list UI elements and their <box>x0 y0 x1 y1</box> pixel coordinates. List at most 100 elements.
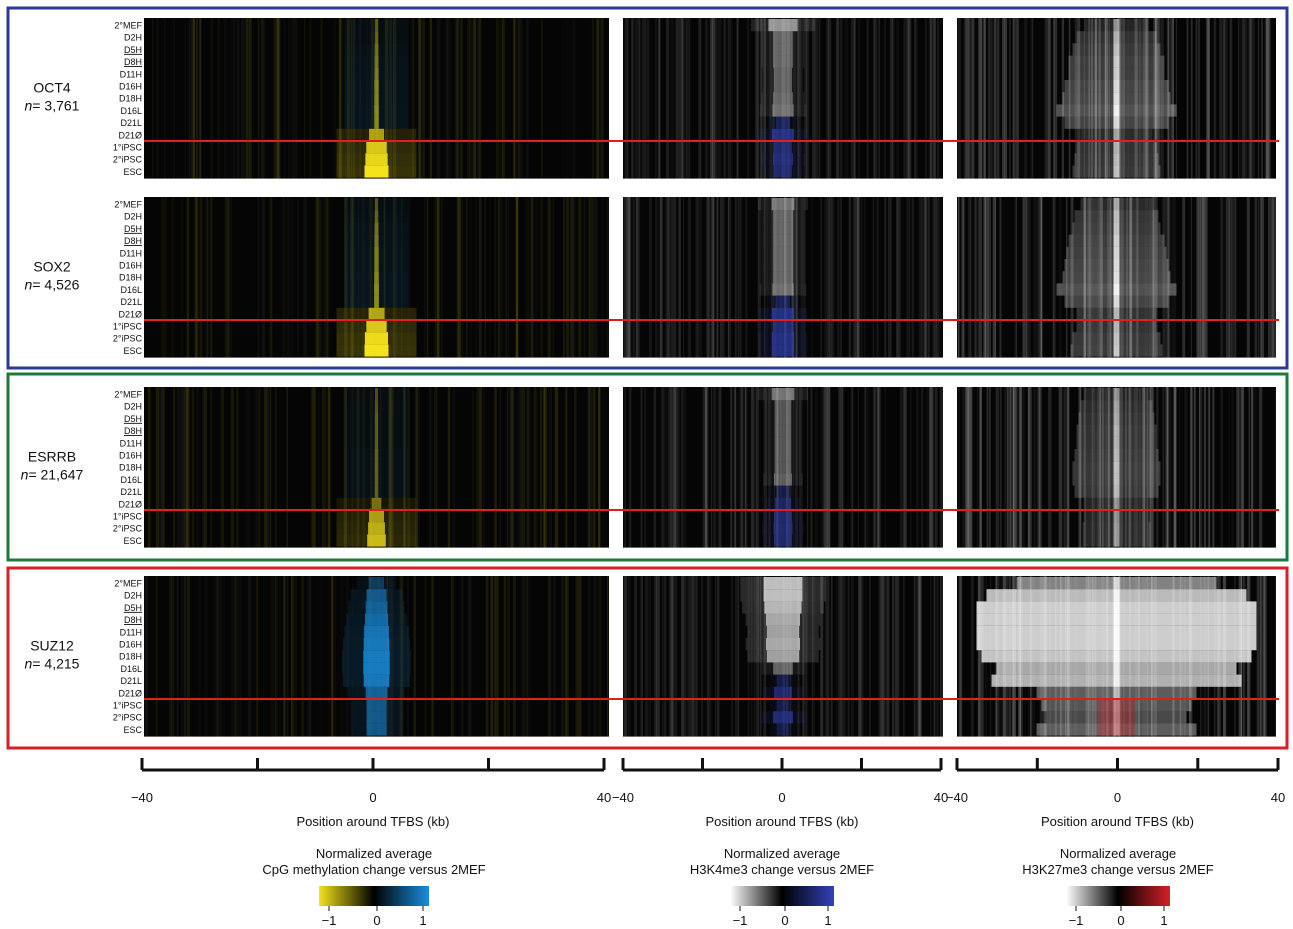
texture-streak <box>1184 387 1186 548</box>
texture-streak <box>362 387 366 548</box>
texture-streak <box>634 18 637 179</box>
texture-streak <box>1059 197 1062 358</box>
texture-streak <box>822 387 825 548</box>
texture-streak <box>1108 18 1110 179</box>
row-peak-D16L <box>374 473 379 486</box>
row-peak-D16H <box>374 259 379 272</box>
texture-streak <box>479 197 482 358</box>
texture-streak <box>256 387 259 548</box>
texture-streak <box>273 18 275 179</box>
texture-streak <box>855 197 859 358</box>
texture-streak <box>159 387 162 548</box>
row-label: D18H <box>119 652 142 662</box>
texture-streak <box>1173 387 1177 548</box>
texture-streak <box>530 197 533 358</box>
row-label: D11H <box>120 248 142 258</box>
texture-streak <box>448 18 451 179</box>
texture-streak <box>509 387 512 548</box>
texture-streak <box>596 18 599 179</box>
texture-streak <box>427 197 429 358</box>
texture-streak <box>184 576 187 737</box>
group-n-value: = 4,215 <box>32 655 79 671</box>
texture-streak <box>1200 197 1204 358</box>
texture-streak <box>1228 197 1233 358</box>
texture-streak <box>896 18 899 179</box>
texture-streak <box>780 197 782 358</box>
texture-streak <box>1171 18 1174 179</box>
texture-streak <box>934 576 936 737</box>
texture-streak <box>1128 387 1131 548</box>
row-peak-D16H <box>773 259 793 272</box>
texture-streak <box>699 18 700 179</box>
texture-streak <box>705 387 708 548</box>
texture-streak <box>712 197 715 358</box>
texture-streak <box>219 576 221 737</box>
texture-streak <box>403 387 406 548</box>
heatmap-panel-oct4-k4 <box>623 18 943 179</box>
texture-streak <box>852 197 856 358</box>
texture-streak <box>893 576 897 737</box>
texture-streak <box>1203 387 1206 548</box>
texture-streak <box>665 197 669 358</box>
texture-streak <box>424 576 427 737</box>
heatmap-panel-esrrb-k27 <box>957 387 1277 548</box>
texture-streak <box>516 387 519 548</box>
texture-streak <box>791 197 794 358</box>
axis-label: Position around TFBS (kb) <box>1041 814 1194 829</box>
texture-streak <box>592 197 594 358</box>
texture-streak <box>1241 18 1244 179</box>
texture-streak <box>1067 387 1069 548</box>
texture-streak <box>986 197 990 358</box>
row-peak-D21L <box>777 674 789 687</box>
texture-streak <box>914 18 918 179</box>
row-peak-D21L <box>1113 674 1120 687</box>
row-peak-D11H <box>1113 625 1120 638</box>
row-peak-1°iPSC <box>366 699 387 712</box>
tick-label: 40 <box>597 790 611 805</box>
texture-streak <box>1168 197 1170 358</box>
colorbar-bar <box>730 886 834 906</box>
texture-streak <box>1022 197 1025 358</box>
texture-streak <box>271 576 274 737</box>
texture-streak <box>812 18 816 179</box>
texture-streak <box>220 387 225 548</box>
row-peak-D16L <box>772 104 794 117</box>
texture-streak <box>995 387 999 548</box>
texture-streak <box>698 18 702 179</box>
x-axes: −40 0 40 Position around TFBS (kb) −40 0 40 Pos… <box>131 758 1285 829</box>
texture-streak <box>986 387 989 548</box>
texture-streak <box>205 387 208 548</box>
row-label: D16H <box>119 451 142 461</box>
texture-streak <box>656 576 660 737</box>
row-label: D21L <box>120 297 142 307</box>
texture-streak <box>688 18 691 179</box>
row-label: D8H <box>124 426 142 436</box>
texture-streak <box>1160 18 1164 179</box>
texture-streak <box>436 18 441 179</box>
texture-streak <box>1147 387 1152 548</box>
texture-streak <box>1213 18 1217 179</box>
texture-streak <box>458 197 461 358</box>
texture-streak <box>506 387 508 548</box>
texture-streak <box>1028 387 1030 548</box>
texture-streak <box>145 576 147 737</box>
texture-streak <box>699 197 702 358</box>
texture-streak <box>928 197 930 358</box>
texture-streak <box>318 197 322 358</box>
texture-streak <box>429 18 432 179</box>
tick-label: 40 <box>1271 790 1285 805</box>
texture-streak <box>273 18 276 179</box>
row-peak-D21Ø <box>1113 128 1120 141</box>
texture-streak <box>471 18 473 179</box>
texture-streak <box>1091 387 1095 548</box>
texture-streak <box>968 197 970 358</box>
texture-streak <box>536 387 538 548</box>
texture-streak <box>710 18 713 179</box>
texture-streak <box>461 18 463 179</box>
texture-streak <box>459 18 463 179</box>
texture-streak <box>756 18 759 179</box>
texture-streak <box>172 576 175 737</box>
texture-streak <box>1166 387 1169 548</box>
texture-streak <box>460 18 462 179</box>
